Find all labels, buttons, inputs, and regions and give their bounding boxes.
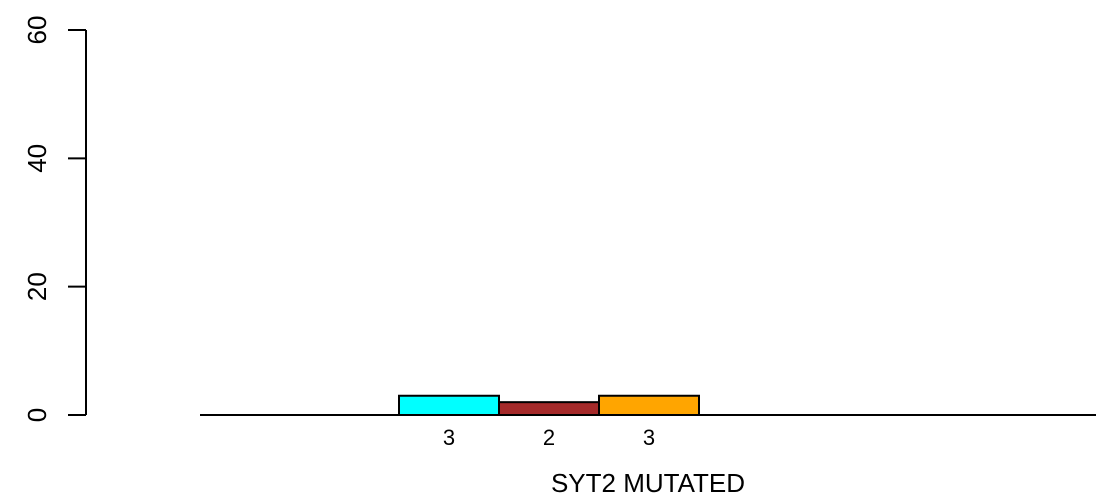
y-tick-label: 0 [22,408,52,422]
bar [398,394,500,416]
bar-value-label: 2 [543,425,555,450]
bar [598,394,700,416]
y-axis: 0 20 40 60 [22,16,87,422]
bars [398,394,700,416]
bar-labels: 3 2 3 [443,425,655,450]
y-tick-label: 40 [22,144,52,173]
bar [498,401,600,416]
y-tick-label: 60 [22,16,52,45]
y-tick-label: 20 [22,272,52,301]
bar-value-label: 3 [443,425,455,450]
x-axis-title: SYT2 MUTATED [551,468,745,498]
bar-value-label: 3 [643,425,655,450]
